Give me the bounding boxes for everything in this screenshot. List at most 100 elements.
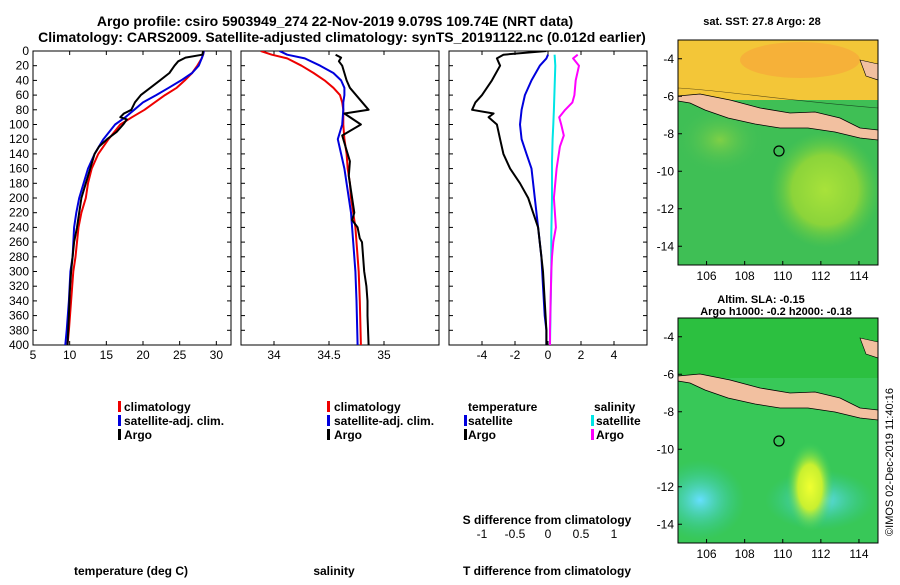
- salinity-y-ticks: [241, 50, 439, 346]
- sla-north-field: [678, 318, 878, 378]
- s-difference-tick-label: 0.5: [573, 527, 590, 541]
- sst-warm-eddy: [770, 132, 878, 248]
- depth-tick-label: 220: [9, 206, 29, 220]
- borneo-coast-land: [859, 59, 878, 81]
- sla-low-anomaly: [678, 460, 745, 540]
- x-tick-label: -4: [477, 348, 488, 362]
- sla-map-title1: Altim. SLA: -0.15: [717, 294, 804, 306]
- map-lat-tick-label: -8: [663, 405, 674, 419]
- java-island-land: [678, 93, 878, 141]
- s-difference-x-ticks: -1 -0.5 0 0.5 1: [477, 527, 618, 541]
- depth-tick-label: 100: [9, 118, 29, 132]
- x-tick-label: 30: [210, 348, 224, 362]
- map-lat-tick-label: -6: [663, 89, 674, 103]
- series-line-argo: [66, 51, 205, 345]
- salinity-plot-frame: [240, 50, 440, 346]
- s-difference-tick-label: 1: [611, 527, 618, 541]
- x-tick-label: 15: [100, 348, 114, 362]
- difference-panel: -4 -2 0 2 4 -1 -0.5 0 0.5 1 S difference from cl…: [448, 50, 648, 578]
- legend-argo-label: Argo: [124, 428, 152, 442]
- sla-map-ticks: 106 108 110 112 114 -4 -6 -8 -10 -12 -14: [657, 330, 869, 561]
- map-lat-tick-label: -4: [663, 52, 674, 66]
- temperature-legend: climatology satellite-adj. clim. Argo: [118, 400, 224, 442]
- map-lat-tick-label: -12: [657, 480, 675, 494]
- legend-salinity-title: salinity: [594, 400, 636, 414]
- temperature-panel: 5 10 15 20 25 30 0204060801001201401601802002…: [9, 44, 232, 578]
- map-lon-tick-label: 106: [697, 547, 717, 561]
- borneo-coast-land: [859, 337, 878, 359]
- sst-map-frame: [677, 39, 879, 266]
- series-line-climatology: [260, 51, 362, 345]
- map-lon-tick-label: 114: [849, 269, 868, 283]
- map-lat-tick-label: -4: [663, 330, 674, 344]
- temperature-plot-frame: [32, 50, 232, 346]
- legend-argo-swatch: [118, 429, 121, 440]
- legend-temp-satellite-label: satellite: [468, 414, 513, 428]
- sla-map-frame: [677, 317, 879, 544]
- legend-temperature-title: temperature: [468, 400, 538, 414]
- x-tick-label: 2: [578, 348, 585, 362]
- depth-tick-label: 280: [9, 250, 29, 264]
- temperature-x-label: temperature (deg C): [74, 564, 188, 578]
- s-difference-tick-label: -0.5: [505, 527, 526, 541]
- legend-temp-satellite-swatch: [464, 415, 467, 426]
- figure-title-line2: Climatology: CARS2009. Satellite-adjuste…: [38, 29, 646, 45]
- sla-map: Altim. SLA: -0.15 Argo h1000: -0.2 h2000…: [657, 294, 879, 561]
- x-tick-label: 0: [545, 348, 552, 362]
- sst-map: sat. SST: 27.8 Argo: 28 106 108 110 112 114 -…: [657, 16, 879, 283]
- legend-sal-satellite-swatch: [591, 415, 594, 426]
- depth-tick-label: 240: [9, 220, 29, 234]
- legend-climatology-swatch: [118, 401, 121, 412]
- legend-sal-argo-label: Argo: [596, 428, 624, 442]
- x-tick-label: 35: [377, 348, 391, 362]
- depth-tick-label: 120: [9, 132, 29, 146]
- map-lat-tick-label: -14: [657, 517, 675, 531]
- legend-argo-label: Argo: [334, 428, 362, 442]
- map-lat-tick-label: -12: [657, 202, 675, 216]
- java-island-land: [678, 373, 878, 421]
- map-lon-tick-label: 108: [735, 547, 755, 561]
- map-lat-tick-label: -8: [663, 127, 674, 141]
- temperature-x-ticks: 5 10 15 20 25 30: [30, 51, 224, 362]
- map-lat-tick-label: -14: [657, 239, 675, 253]
- depth-tick-label: 160: [9, 162, 29, 176]
- sst-map-title: sat. SST: 27.8 Argo: 28: [703, 16, 821, 28]
- difference-y-ticks: [449, 50, 647, 346]
- argo-float-location-marker: [773, 435, 785, 447]
- legend-climatology-label: climatology: [124, 400, 191, 414]
- t-difference-x-label: T difference from climatology: [463, 564, 631, 578]
- t-difference-x-ticks: -4 -2 0 2 4: [477, 51, 618, 362]
- s-difference-tick-label: -1: [477, 527, 488, 541]
- series-line-temperature-argo: [471, 51, 548, 345]
- s-difference-tick-label: 0: [545, 527, 552, 541]
- map-lon-tick-label: 112: [811, 269, 830, 283]
- series-line-argo: [335, 53, 370, 345]
- salinity-x-label: salinity: [313, 564, 355, 578]
- legend-satellite-swatch: [118, 415, 121, 426]
- map-lon-tick-label: 110: [773, 269, 792, 283]
- x-tick-label: 4: [611, 348, 618, 362]
- depth-tick-label: 0: [22, 44, 29, 58]
- x-tick-label: 5: [30, 348, 37, 362]
- difference-series: [471, 51, 580, 345]
- sst-warm-patch: [740, 42, 860, 78]
- map-lon-tick-label: 112: [811, 547, 830, 561]
- map-lat-tick-label: -6: [663, 367, 674, 381]
- depth-tick-label: 360: [9, 309, 29, 323]
- depth-tick-label: 320: [9, 279, 29, 293]
- legend-satellite-swatch: [327, 415, 330, 426]
- salinity-legend: climatology satellite-adj. clim. Argo: [327, 400, 434, 442]
- salinity-x-ticks: 34 34.5 35: [267, 51, 391, 362]
- series-line-satellite-adj-clim-: [279, 51, 359, 345]
- legend-sal-satellite-label: satellite: [596, 414, 641, 428]
- s-difference-x-label: S difference from climatology: [463, 513, 632, 527]
- series-line-salinity-argo: [549, 53, 580, 345]
- depth-tick-label: 380: [9, 323, 29, 337]
- x-tick-label: 10: [63, 348, 77, 362]
- depth-tick-label: 140: [9, 147, 29, 161]
- map-lon-tick-label: 108: [735, 269, 755, 283]
- depth-tick-label: 400: [9, 338, 29, 352]
- map-lon-tick-label: 114: [849, 547, 868, 561]
- x-tick-label: 20: [136, 348, 150, 362]
- difference-plot-frame: [448, 50, 648, 346]
